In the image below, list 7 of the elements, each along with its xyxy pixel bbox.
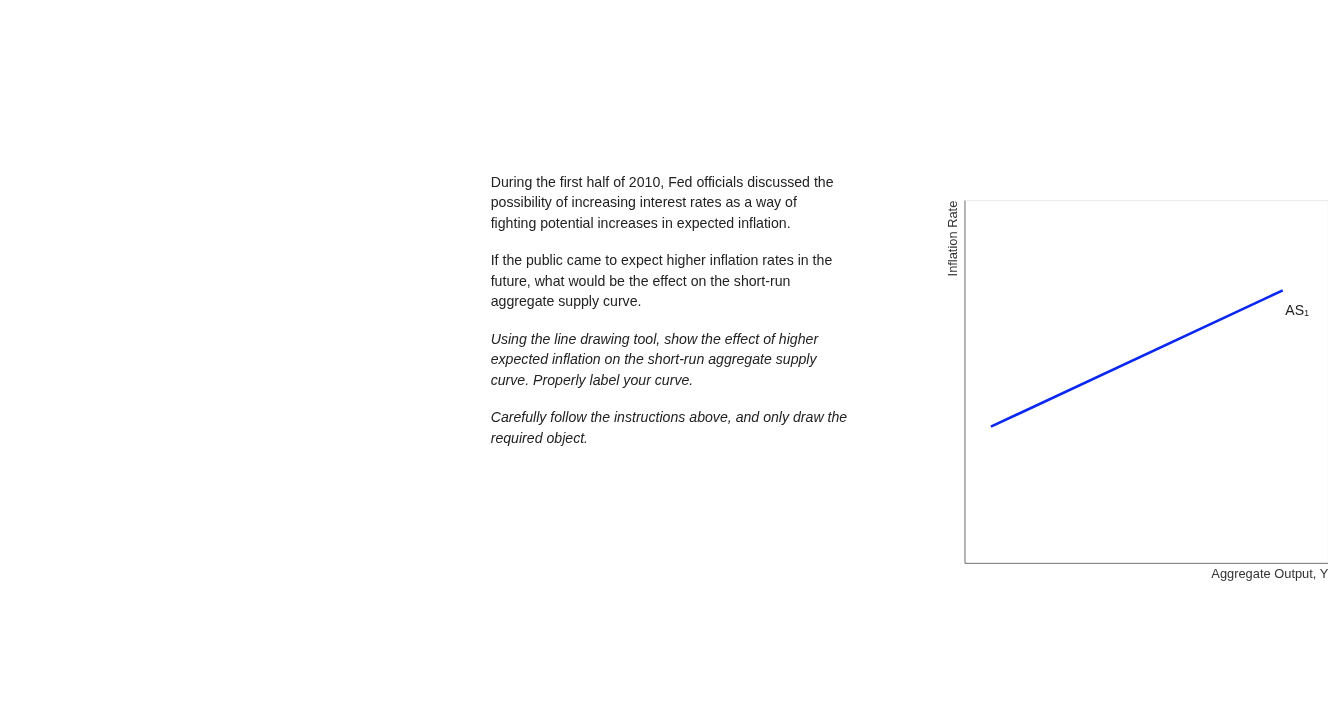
text: During the first half of 2010, Fed officials discussed the possibility of increasing interest rates as a way of fighting potential increases in expected inflation. (490, 173, 834, 231)
x-axis-title: Aggregate Output, Y (1211, 565, 1328, 581)
series-label: AS₁ (1285, 302, 1310, 319)
text: Using the line drawing tool, show the effect of higher expected inflation on the short-run aggregate supply curve. Properly label your curve. (490, 330, 820, 388)
y-axis-title: Inflation Rate (945, 200, 961, 277)
text: If the public came to expect higher inflation rates in the future, what would be the effect on the short-run aggregate supply curve. (490, 252, 833, 310)
text: Carefully follow the instructions above, and only draw the required object. (490, 409, 848, 446)
